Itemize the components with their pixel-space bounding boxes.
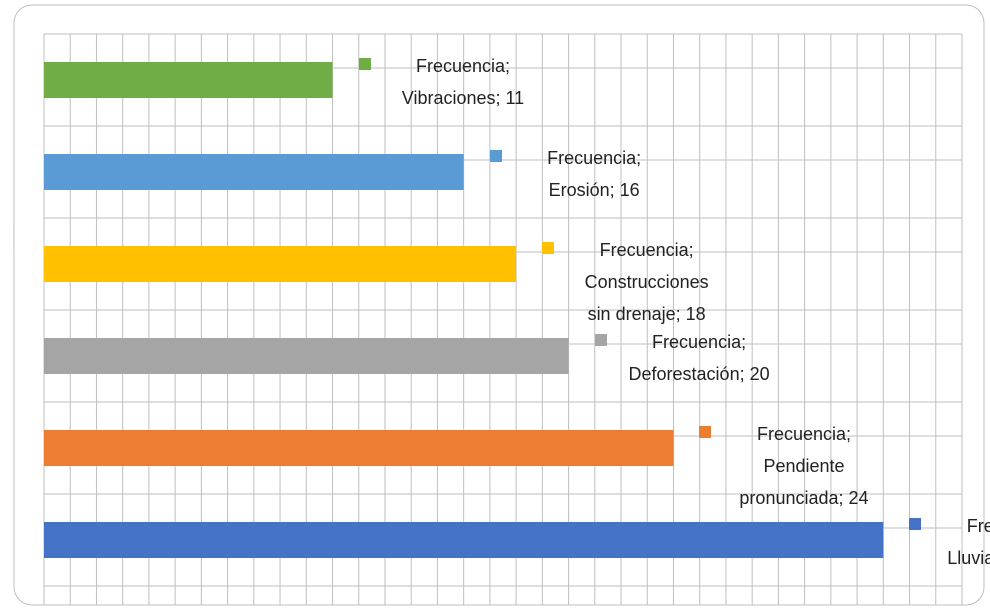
bar (44, 338, 569, 374)
bar (44, 522, 884, 558)
label-marker (699, 426, 712, 438)
label-marker (594, 334, 607, 346)
data-label: Frecuencia; Vibraciones; 11 (358, 50, 536, 114)
bar (44, 430, 674, 466)
label-marker (542, 242, 555, 254)
bar (44, 246, 517, 282)
label-marker (909, 518, 922, 530)
data-label: Frecuencia; Construcciones sin drenaje; … (542, 234, 719, 330)
label-marker (489, 150, 502, 162)
data-label: Frecuencia; Pendiente pronunciada; 24 (699, 418, 876, 514)
data-label: Frecuencia; Lluvias intensas; 32 (909, 510, 990, 606)
bar (44, 62, 333, 98)
data-label: Frecuencia; Deforestación; 20 (594, 326, 772, 390)
data-label: Frecuencia; Erosión; 16 (489, 142, 667, 206)
bar (44, 154, 464, 190)
label-marker (358, 58, 371, 70)
